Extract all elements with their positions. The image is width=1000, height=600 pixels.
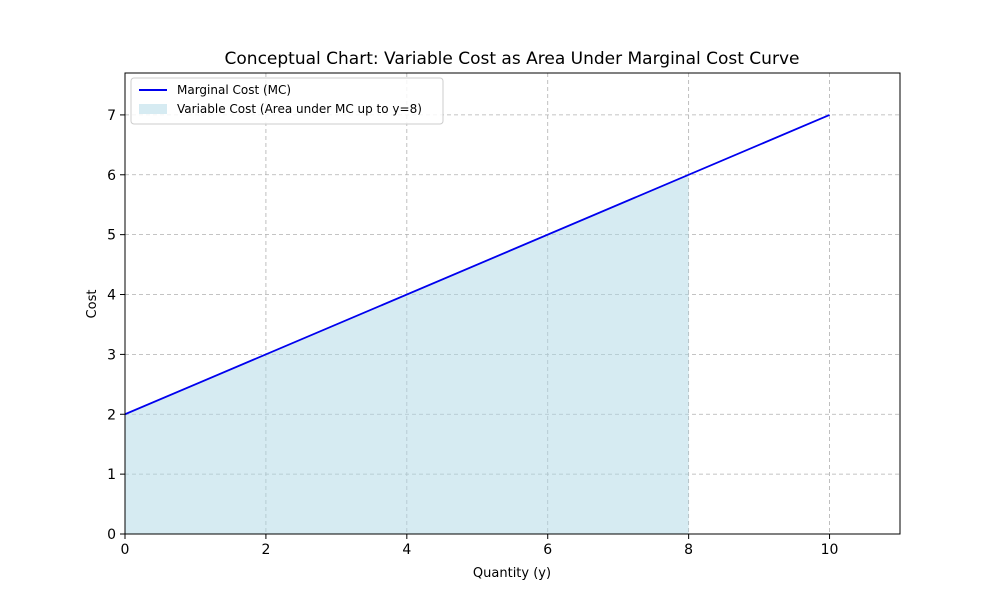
marginal-cost-line (124, 114, 830, 416)
ticks: 0 2 4 6 8 10 0 1 2 3 4 5 6 7 (107, 108, 838, 558)
x-tick-label: 10 (821, 542, 839, 558)
y-tick-label: 0 (107, 527, 116, 543)
y-tick-label: 4 (107, 288, 116, 304)
x-tick-label: 6 (543, 542, 552, 558)
y-tick-label: 2 (107, 407, 116, 423)
x-tick-label: 2 (261, 542, 270, 558)
y-tick-label: 6 (107, 168, 116, 184)
y-tick-label: 1 (107, 467, 116, 483)
legend-box (130, 77, 444, 125)
y-tick-label: 3 (107, 347, 116, 363)
variable-cost-area (125, 174, 689, 534)
area-layer (125, 174, 689, 534)
x-tick-label: 4 (402, 542, 411, 558)
plot-frame (124, 72, 901, 535)
legend-label-marginal-cost: Marginal Cost (MC) (177, 83, 291, 97)
y-axis-label: Cost (85, 290, 100, 319)
x-tick-label: 0 (121, 542, 130, 558)
legend: Marginal Cost (MC) Variable Cost (Area u… (130, 77, 444, 125)
chart-title: Conceptual Chart: Variable Cost as Area … (225, 49, 800, 69)
x-axis-label: Quantity (y) (473, 566, 551, 581)
y-tick-label: 5 (107, 228, 116, 244)
x-tick-label: 8 (684, 542, 693, 558)
line-layer (124, 114, 830, 416)
legend-label-variable-cost: Variable Cost (Area under MC up to y=8) (177, 102, 422, 116)
legend-swatch-variable-cost (139, 104, 167, 114)
y-tick-label: 7 (107, 108, 116, 124)
